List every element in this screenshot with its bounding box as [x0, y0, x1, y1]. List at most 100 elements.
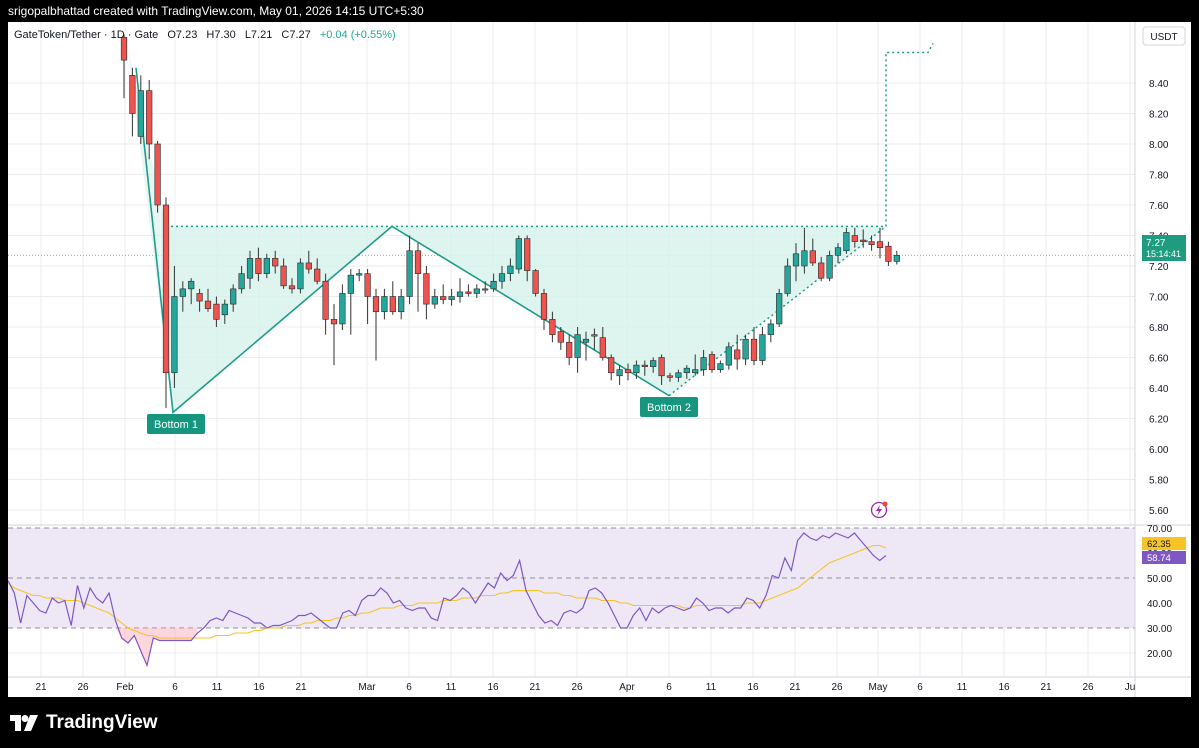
candle	[456, 278, 464, 303]
candle-body	[557, 331, 564, 343]
candle-body	[330, 319, 338, 325]
candle	[129, 67, 136, 137]
pattern-drawing[interactable]	[128, 42, 934, 414]
candle	[750, 327, 758, 366]
bottom2-label[interactable]: Bottom 2	[640, 397, 698, 417]
candle-body	[860, 239, 867, 242]
candle-body	[414, 250, 422, 274]
pattern-fill-drop	[128, 49, 173, 413]
candle-body	[188, 280, 195, 290]
candle	[196, 288, 203, 312]
candle	[406, 235, 413, 305]
candle	[263, 253, 270, 279]
candle	[381, 288, 388, 320]
candle-body	[792, 253, 800, 267]
rsi-tick-label: 70.00	[1147, 524, 1172, 535]
candle-body	[221, 303, 228, 316]
time-tick-label: 11	[706, 682, 717, 693]
ohlc-open: O7.23	[167, 29, 197, 41]
candle-body	[566, 341, 573, 358]
price-tick-label: 7.20	[1149, 262, 1169, 273]
candle	[490, 273, 497, 292]
candle	[885, 241, 892, 266]
rsi-series	[8, 532, 887, 668]
time-tick-label: May	[869, 682, 888, 693]
candle-body	[708, 354, 716, 371]
candle	[599, 327, 606, 361]
annotation-labels[interactable]: Bottom 1 Bottom 2	[147, 397, 888, 519]
candle-body	[759, 334, 766, 361]
candle-body	[339, 293, 346, 325]
candle-body	[616, 369, 623, 377]
candle-body	[465, 291, 472, 294]
candle	[860, 229, 867, 248]
candle-body	[876, 241, 884, 249]
candle	[624, 363, 632, 381]
candle-body	[154, 143, 161, 206]
candle-body	[314, 268, 321, 282]
time-tick-label: Feb	[116, 682, 134, 693]
rsi-line	[8, 532, 887, 668]
candle	[507, 258, 514, 282]
candle	[826, 250, 833, 282]
candle	[213, 296, 220, 327]
candle-body	[171, 296, 178, 374]
candle-body	[305, 262, 312, 270]
candle	[574, 327, 581, 373]
candle	[246, 250, 254, 289]
bottom1-text: Bottom 1	[154, 419, 198, 431]
candle-body	[700, 357, 707, 370]
candle	[238, 266, 245, 294]
candle	[759, 327, 766, 366]
candle-body	[666, 375, 674, 378]
price-tick-label: 6.20	[1149, 415, 1169, 426]
price-tick-label: 7.60	[1149, 201, 1169, 212]
candle	[692, 354, 699, 376]
chart-frame[interactable]: 8.408.208.007.807.607.407.207.006.806.60…	[8, 22, 1191, 697]
candle-body	[784, 265, 791, 294]
rsi-tick-label: 20.00	[1147, 649, 1172, 660]
candle-body	[532, 270, 539, 294]
candle	[137, 75, 144, 144]
bottom1-label[interactable]: Bottom 1	[147, 414, 205, 434]
price-tick-label: 6.60	[1149, 354, 1169, 365]
candle	[893, 250, 900, 265]
candle-body	[246, 258, 254, 279]
candle-body	[129, 75, 136, 114]
candle	[204, 288, 212, 312]
candle	[498, 266, 506, 289]
alert-icon[interactable]	[870, 501, 888, 519]
rsi-ma-line	[8, 544, 887, 639]
price-tick-label: 6.80	[1149, 323, 1169, 334]
candle-body	[288, 285, 296, 290]
candle	[146, 79, 153, 160]
time-tick-label: 11	[957, 682, 968, 693]
candle	[398, 288, 405, 320]
tradingview-logo[interactable]: TradingView	[10, 710, 158, 736]
price-tick-label: 7.80	[1149, 171, 1169, 182]
symbol-legend: GateToken/Tether · 1D · Gate O7.23 H7.30…	[14, 29, 396, 41]
candle-body	[776, 293, 783, 325]
candle	[633, 360, 640, 379]
candle	[515, 235, 522, 274]
attribution-bar: srigopalbhattad created with TradingView…	[0, 0, 1199, 22]
candle	[658, 354, 665, 385]
chart-canvas[interactable]: 8.408.208.007.807.607.407.207.006.806.60…	[8, 22, 1191, 697]
currency-selector[interactable]: USDT	[1142, 26, 1186, 46]
candle	[843, 227, 850, 254]
rsi-tick-label: 30.00	[1147, 624, 1172, 635]
candle	[708, 351, 716, 373]
candle-body	[574, 334, 581, 358]
candle	[608, 354, 615, 381]
candle-body	[440, 296, 447, 300]
candle-body	[431, 296, 438, 305]
candle	[179, 281, 186, 312]
candle-body	[885, 245, 892, 262]
candle-body	[423, 273, 430, 305]
tradingview-logo-icon	[10, 715, 38, 731]
candle	[666, 372, 674, 382]
candle	[784, 258, 791, 297]
candle	[414, 243, 422, 312]
candle-body	[524, 238, 531, 271]
candle	[818, 256, 825, 282]
